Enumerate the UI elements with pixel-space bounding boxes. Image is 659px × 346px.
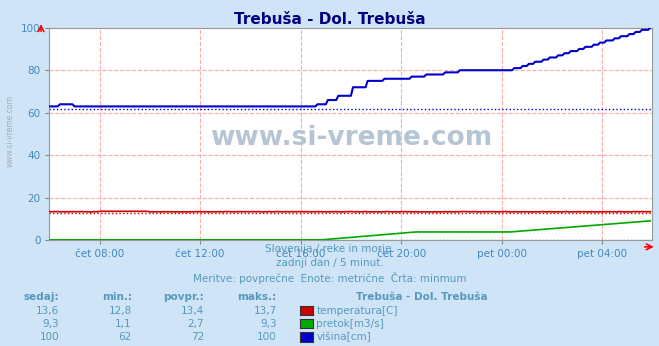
Text: višina[cm]: višina[cm] bbox=[316, 332, 371, 342]
Text: temperatura[C]: temperatura[C] bbox=[316, 306, 398, 316]
Text: 72: 72 bbox=[191, 332, 204, 342]
Text: 13,4: 13,4 bbox=[181, 306, 204, 316]
Text: pretok[m3/s]: pretok[m3/s] bbox=[316, 319, 384, 329]
Text: 12,8: 12,8 bbox=[109, 306, 132, 316]
Text: www.si-vreme.com: www.si-vreme.com bbox=[6, 95, 15, 167]
Text: 62: 62 bbox=[119, 332, 132, 342]
Text: 9,3: 9,3 bbox=[43, 319, 59, 329]
Text: 13,7: 13,7 bbox=[254, 306, 277, 316]
Text: 1,1: 1,1 bbox=[115, 319, 132, 329]
Text: 100: 100 bbox=[257, 332, 277, 342]
Text: Meritve: povprečne  Enote: metrične  Črta: minmum: Meritve: povprečne Enote: metrične Črta:… bbox=[192, 272, 467, 284]
Text: 9,3: 9,3 bbox=[260, 319, 277, 329]
Text: min.:: min.: bbox=[101, 292, 132, 302]
Text: zadnji dan / 5 minut.: zadnji dan / 5 minut. bbox=[275, 258, 384, 268]
Text: Trebuša - Dol. Trebuša: Trebuša - Dol. Trebuša bbox=[356, 292, 488, 302]
Text: 100: 100 bbox=[40, 332, 59, 342]
Text: Trebuša - Dol. Trebuša: Trebuša - Dol. Trebuša bbox=[234, 12, 425, 27]
Text: maks.:: maks.: bbox=[237, 292, 277, 302]
Text: povpr.:: povpr.: bbox=[163, 292, 204, 302]
Text: sedaj:: sedaj: bbox=[24, 292, 59, 302]
Text: www.si-vreme.com: www.si-vreme.com bbox=[210, 125, 492, 151]
Text: 2,7: 2,7 bbox=[188, 319, 204, 329]
Text: Slovenija / reke in morje.: Slovenija / reke in morje. bbox=[264, 244, 395, 254]
Text: 13,6: 13,6 bbox=[36, 306, 59, 316]
